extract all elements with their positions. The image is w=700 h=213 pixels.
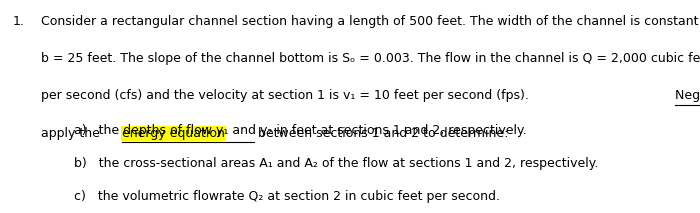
Text: Neglecting energy losses,: Neglecting energy losses, — [676, 89, 700, 102]
Text: Consider a rectangular channel section having a length of 500 feet. The width of: Consider a rectangular channel section h… — [41, 15, 700, 28]
Text: b)   the cross-sectional areas A₁ and A₂ of the flow at sections 1 and 2, respec: b) the cross-sectional areas A₁ and A₂ o… — [74, 157, 598, 170]
Text: a)   the depths of flow y₁ and y₂ in feet at sections 1 and 2, respectively.: a) the depths of flow y₁ and y₂ in feet … — [74, 124, 526, 137]
Text: energy equation: energy equation — [122, 127, 225, 140]
Text: per second (cfs) and the velocity at section 1 is v₁ = 10 feet per second (fps).: per second (cfs) and the velocity at sec… — [41, 89, 533, 102]
Text: b = 25 feet. The slope of the channel bottom is Sₒ = 0.003. The flow in the chan: b = 25 feet. The slope of the channel bo… — [41, 52, 700, 65]
Text: c)   the volumetric flowrate Q₂ at section 2 in cubic feet per second.: c) the volumetric flowrate Q₂ at section… — [74, 190, 500, 203]
Text: 1.: 1. — [13, 15, 25, 28]
Text: apply the: apply the — [41, 127, 104, 140]
Text: between sections 1 and 2 to determine:: between sections 1 and 2 to determine: — [255, 127, 509, 140]
